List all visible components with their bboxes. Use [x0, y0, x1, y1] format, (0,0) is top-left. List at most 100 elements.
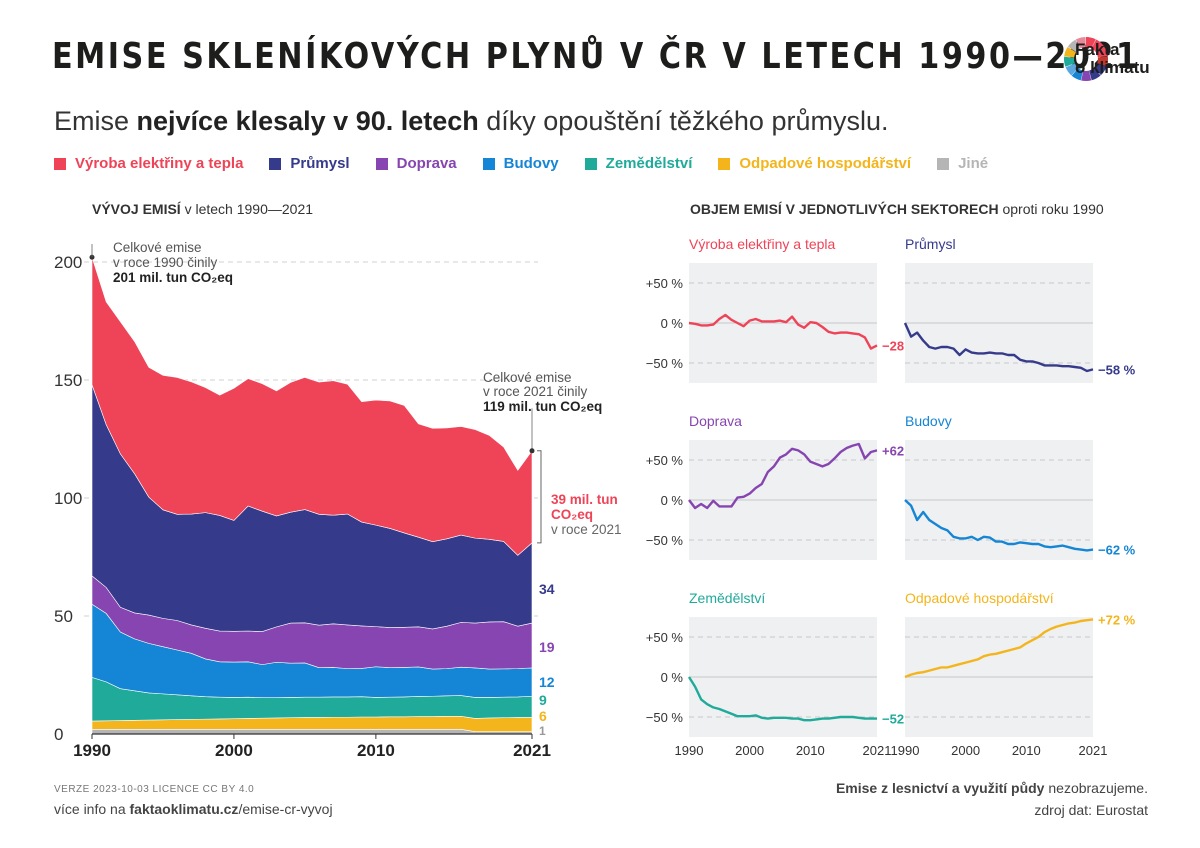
end-annotation-line3: 119 mil. tun CO₂eq	[483, 399, 602, 414]
logo-segment	[1095, 46, 1108, 58]
end-value-buildings: 12	[539, 674, 555, 690]
panel-line	[688, 313, 878, 350]
legend-item: Jiné	[937, 155, 988, 172]
legend-swatch	[375, 157, 388, 170]
panel-y-tick-label: +50 %	[646, 453, 684, 468]
subtitle: Emise nejvíce klesaly v 90. letech díky …	[54, 106, 889, 137]
legend-item: Zemědělství	[584, 155, 693, 172]
panel-buildings: Budovy −62 %	[904, 413, 1136, 560]
end-value-transport: 19	[539, 639, 555, 655]
page-title: EMISE SKLENÍKOVÝCH PLYNŮ V ČR V LETECH 1…	[52, 36, 1140, 77]
legend-swatch	[482, 157, 495, 170]
x-tick-label: 2021	[513, 741, 551, 760]
logo-segment	[1091, 39, 1104, 52]
panel-y-tick-label: +50 %	[646, 276, 684, 291]
panel-y-tick-label: +50 %	[646, 630, 684, 645]
logo-segment	[1065, 63, 1079, 76]
logo-line-1: Fakta	[1075, 40, 1120, 59]
panel-x-tick-label: 2021	[863, 743, 892, 758]
legend-swatch	[269, 157, 282, 170]
panel-industry: Průmysl −58 %	[903, 236, 1136, 383]
more-info: více info na faktaoklimatu.cz/emise-cr-v…	[54, 801, 333, 817]
logo-segment	[1075, 37, 1086, 49]
y-tick-label: 50	[54, 607, 73, 626]
panel-transport: Doprava+50 %0 %−50 %+62 %	[646, 413, 920, 560]
panel-energy: Výroba elektřiny a tepla+50 %0 %−50 %−28…	[646, 236, 920, 383]
end-value-industry: 34	[539, 581, 555, 597]
logo-segment	[1089, 67, 1101, 81]
end-annotation-line1: Celkové emise	[483, 370, 572, 385]
panel-y-tick-label: −50 %	[646, 533, 684, 548]
legend-item: Doprava	[375, 155, 457, 172]
panel-x-tick-label: 1990	[891, 743, 920, 758]
panel-y-tick-label: 0 %	[661, 493, 684, 508]
panel-line	[904, 618, 1094, 679]
panel-y-tick-label: 0 %	[661, 670, 684, 685]
version-license: VERZE 2023-10-03 LICENCE CC BY 4.0	[54, 784, 255, 795]
end-value-other: 1	[539, 724, 546, 738]
logo-segment	[1094, 63, 1107, 76]
y-tick-label: 150	[54, 371, 82, 390]
right-heading: OBJEM EMISÍ V JEDNOTLIVÝCH SEKTORECH opr…	[690, 201, 1104, 217]
panel-title: Doprava	[689, 413, 742, 429]
legend-swatch	[937, 157, 950, 170]
logo-segment	[1064, 46, 1076, 58]
logo-segment	[1086, 37, 1096, 49]
x-tick-label: 2000	[215, 741, 253, 760]
right-heading-rest: oproti roku 1990	[998, 201, 1104, 217]
panel-line	[903, 322, 1094, 373]
panel-title: Výroba elektřiny a tepla	[689, 236, 836, 252]
panel-title: Odpadové hospodářství	[905, 590, 1054, 606]
panel-end-label: −58 %	[1098, 362, 1136, 377]
logo-segment	[1081, 70, 1092, 81]
legend: Výroba elektřiny a tepla Průmysl Doprava Bu…	[54, 155, 1014, 172]
panel-y-tick-label: −50 %	[646, 710, 684, 725]
legend-item: Průmysl	[269, 155, 350, 172]
y-tick-label: 0	[54, 725, 63, 744]
logo-line-2: o klimatu	[1075, 58, 1150, 77]
legend-item: Výroba elektřiny a tepla	[54, 155, 243, 172]
legend-item: Odpadové hospodářství	[718, 155, 911, 172]
panel-x-tick-label: 2010	[1012, 743, 1041, 758]
end-value-agriculture: 9	[539, 692, 547, 708]
left-heading: VÝVOJ EMISÍ v letech 1990—2021	[92, 201, 313, 217]
panel-x-tick-label: 2010	[796, 743, 825, 758]
panel-y-tick-label: 0 %	[661, 316, 684, 331]
energy-annotation-line2: CO₂eq	[551, 507, 593, 522]
panel-waste: Odpadové hospodářství +72 % 1990 2000 2010 20…	[891, 590, 1136, 758]
start-annotation-line2: v roce 1990 činily	[113, 255, 218, 270]
panel-end-label: −62 %	[1098, 543, 1136, 558]
left-heading-rest: v letech 1990—2021	[180, 201, 314, 217]
panel-x-tick-label: 1990	[675, 743, 704, 758]
legend-swatch	[584, 157, 597, 170]
y-tick-label: 100	[54, 489, 82, 508]
subtitle-post: díky opouštění těžkého průmyslu.	[478, 106, 889, 136]
energy-annotation-line3: v roce 2021	[551, 522, 622, 537]
energy-bracket	[537, 450, 542, 544]
panel-line	[687, 676, 877, 722]
panel-y-tick-label: −50 %	[646, 356, 684, 371]
logo-donut-icon	[1064, 37, 1108, 81]
legend-label: Zemědělství	[605, 155, 693, 172]
panel-end-label: +72 %	[1098, 612, 1136, 627]
legend-label: Doprava	[396, 155, 457, 172]
end-value-waste: 6	[539, 708, 547, 724]
logo-segment	[1097, 56, 1108, 67]
subtitle-bold: nejvíce klesaly v 90. letech	[136, 106, 479, 136]
energy-annotation-line1: 39 mil. tun	[551, 492, 618, 507]
legend-swatch	[54, 157, 66, 170]
more-info-post: /emise-cr-vyvoj	[238, 801, 333, 817]
panel-title: Budovy	[905, 413, 952, 429]
lulucf-note: Emise z lesnictví a využití půdy nezobra…	[836, 780, 1148, 796]
area-energy	[91, 257, 533, 556]
logo-segment	[1071, 68, 1084, 81]
lulucf-note-bold: Emise z lesnictví a využití půdy	[835, 780, 1045, 796]
legend-label: Jiné	[958, 155, 989, 172]
start-annotation-line1: Celkové emise	[113, 240, 202, 255]
more-info-link[interactable]: faktaoklimatu.cz	[129, 801, 239, 817]
data-source: zdroj dat: Eurostat	[1034, 802, 1148, 818]
panel-title: Zemědělství	[689, 590, 765, 606]
stacked-area-chart: 0 50 100 150 200 1990 2000 2010 2021 Celkové emis…	[54, 240, 622, 760]
panel-x-tick-label: 2000	[951, 743, 980, 758]
lulucf-note-rest: nezobrazujeme.	[1044, 780, 1148, 796]
